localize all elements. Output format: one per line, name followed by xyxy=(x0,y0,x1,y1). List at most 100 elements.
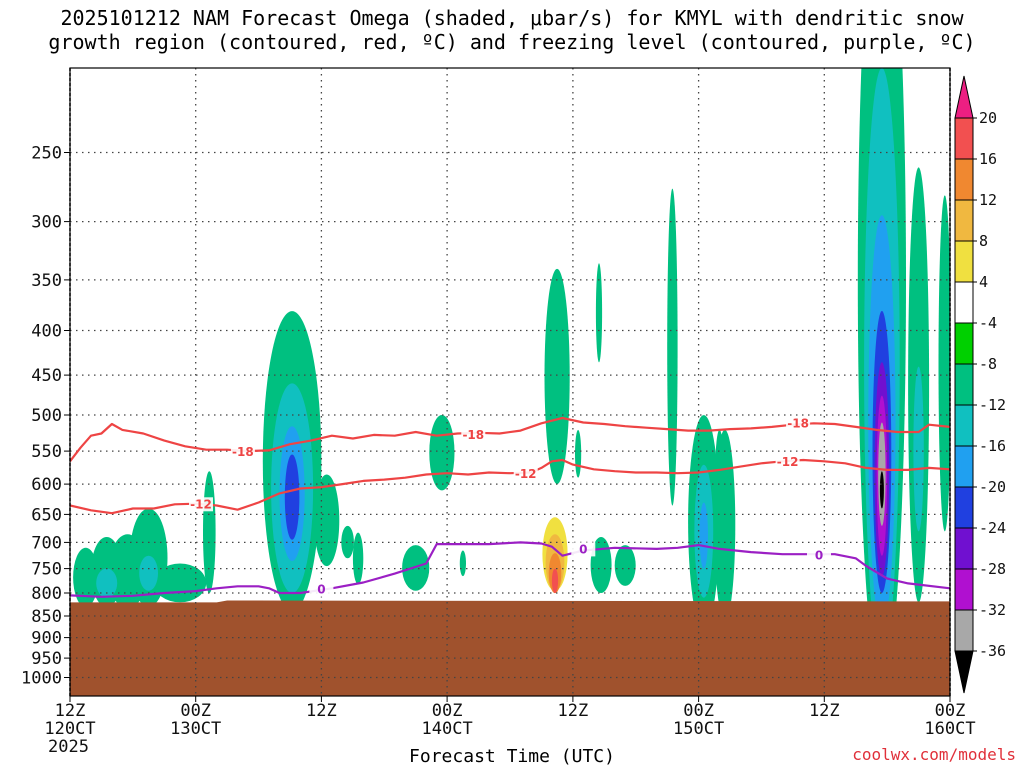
y-tick-label-550: 550 xyxy=(31,442,62,462)
x-tick-label-0-1: 12Z xyxy=(55,701,86,721)
omega-shading xyxy=(73,68,950,685)
y-tick-label-650: 650 xyxy=(31,505,62,525)
omega-cell-35 xyxy=(614,545,636,586)
y-tick-label-300: 300 xyxy=(31,213,62,233)
contour-label-0-0: 0 xyxy=(317,583,325,597)
omega-cell-20 xyxy=(444,537,451,564)
colorbar-label-0: 20 xyxy=(979,109,997,127)
contour-line--18-0 xyxy=(70,416,950,462)
contour-label--18-2: -18 xyxy=(787,416,809,430)
omega-cell-8 xyxy=(232,502,254,569)
colorbar-label-9: -20 xyxy=(979,478,1006,496)
omega-cell-13 xyxy=(314,474,340,567)
omega-cell-4 xyxy=(153,563,207,603)
contour-label-bg xyxy=(513,466,538,481)
colorbar-segment-12 xyxy=(954,568,974,611)
omega-cell-36 xyxy=(667,188,678,506)
chart-title-line-2: growth region (contoured, red, ºC) and f… xyxy=(48,30,976,54)
y-tick-label-700: 700 xyxy=(31,533,62,553)
contour-label-bg xyxy=(786,416,811,431)
y-tick-label-500: 500 xyxy=(31,406,62,426)
omega-cell-51 xyxy=(879,471,884,509)
contour-label--12-1: -12 xyxy=(515,467,537,481)
colorbar-label-4: 4 xyxy=(979,273,988,291)
y-tick-label-350: 350 xyxy=(31,271,62,291)
contour-label--12-2: -12 xyxy=(777,455,799,469)
colorbar-segment-8 xyxy=(954,404,974,447)
chart-title-line-1: 2025101212 NAM Forecast Omega (shaded, μ… xyxy=(60,6,964,30)
colorbar-label-1: 16 xyxy=(979,150,997,168)
colorbar-segment-10 xyxy=(954,486,974,529)
temperature-contours: -18 -18 -18 -12 -12 -12 0 0 0 xyxy=(70,416,950,598)
omega-cell-31 xyxy=(575,429,582,478)
omega-cell-37 xyxy=(683,474,689,523)
contour-label-bg xyxy=(189,497,213,512)
colorbar-label-11: -28 xyxy=(979,560,1006,578)
x-tick-label-60-1: 00Z xyxy=(683,701,714,721)
y-tick-label-600: 600 xyxy=(31,475,62,495)
colorbar-segment-9 xyxy=(954,445,974,488)
terrain-mask xyxy=(70,600,950,696)
y-tick-label-950: 950 xyxy=(31,649,62,669)
colorbar: 20 16 12 8 4 -4 -8 -12 -16 -20 -24 -28 -32 -36 xyxy=(954,75,1006,694)
source-credit: coolwx.com/models xyxy=(852,745,1016,764)
omega-cell-12 xyxy=(284,454,300,540)
omega-cell-6 xyxy=(139,555,159,591)
contour-label--18-0: -18 xyxy=(232,445,254,459)
x-tick-label-84-2: 160CT xyxy=(924,719,975,739)
colorbar-segment-3 xyxy=(954,199,974,242)
colorbar-label-5: -4 xyxy=(979,314,997,332)
y-tick-label-250: 250 xyxy=(31,144,62,164)
y-tick-label-900: 900 xyxy=(31,629,62,649)
y-tick-label-450: 450 xyxy=(31,366,62,386)
colorbar-segment-13 xyxy=(954,609,974,652)
colorbar-label-8: -16 xyxy=(979,437,1006,455)
omega-cell-30 xyxy=(551,568,559,593)
contour-label--18-1: -18 xyxy=(462,428,484,442)
omega-cell-34 xyxy=(590,537,612,593)
y-tick-label-1000: 1000 xyxy=(21,669,62,689)
y-tick-label-750: 750 xyxy=(31,560,62,580)
x-tick-label-84-1: 00Z xyxy=(935,701,966,721)
x-tick-label-36-2: 140CT xyxy=(422,719,473,739)
omega-cell-25 xyxy=(544,268,570,485)
contour-label-bg xyxy=(775,455,800,469)
colorbar-top-arrow xyxy=(954,75,974,119)
omega-cell-53 xyxy=(913,366,924,532)
colorbar-label-3: 8 xyxy=(979,232,988,250)
colorbar-segment-5 xyxy=(954,281,974,324)
omega-cell-32 xyxy=(595,263,603,363)
contour-label-bg xyxy=(807,548,831,563)
axes: 2503003504004505005506006507007508008509… xyxy=(21,67,976,757)
colorbar-segment-11 xyxy=(954,527,974,570)
colorbar-label-12: -32 xyxy=(979,601,1006,619)
x-tick-label-24-1: 12Z xyxy=(306,701,337,721)
omega-cell-5 xyxy=(96,568,118,598)
omega-cell-16 xyxy=(382,537,393,579)
contour-label-bg xyxy=(461,427,486,442)
colorbar-label-2: 12 xyxy=(979,191,997,209)
colorbar-label-13: -36 xyxy=(979,642,1006,660)
omega-cell-24 xyxy=(447,581,615,600)
colorbar-segment-1 xyxy=(954,117,974,160)
plot-frame xyxy=(69,67,951,697)
contour-label-bg xyxy=(571,542,596,557)
colorbar-label-10: -24 xyxy=(979,519,1006,537)
omega-cell-40 xyxy=(699,502,708,569)
y-tick-label-850: 850 xyxy=(31,607,62,627)
colorbar-segment-7 xyxy=(954,363,974,406)
colorbar-label-7: -12 xyxy=(979,396,1006,414)
omega-cell-19 xyxy=(429,415,455,491)
x-tick-label-72-1: 12Z xyxy=(809,701,840,721)
x-tick-label-48-1: 12Z xyxy=(558,701,589,721)
omega-cell-7 xyxy=(203,471,216,593)
x-tick-label-12-1: 00Z xyxy=(180,701,211,721)
contour-label-0-1: 0 xyxy=(579,542,587,556)
chart-title: 2025101212 NAM Forecast Omega (shaded, μ… xyxy=(0,6,1024,54)
omega-cell-33 xyxy=(548,477,556,509)
y-tick-label-800: 800 xyxy=(31,584,62,604)
colorbar-bottom-arrow xyxy=(954,650,974,694)
contour-label-bg xyxy=(309,582,334,597)
contour-label-bg xyxy=(230,444,255,459)
